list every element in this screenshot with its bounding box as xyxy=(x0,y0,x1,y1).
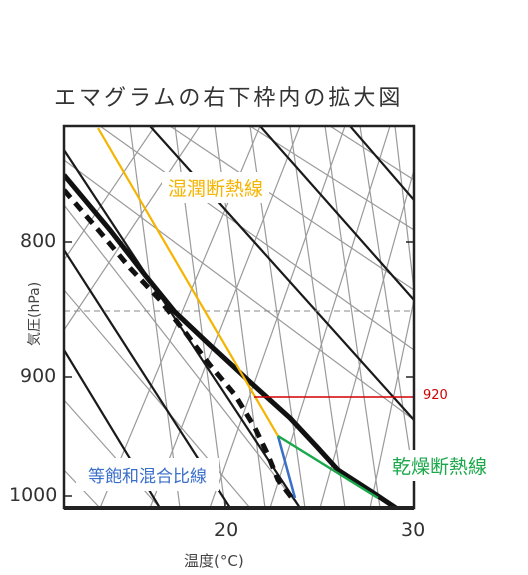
temperature-profile-curve xyxy=(64,173,401,508)
dry-adiabat-line xyxy=(277,434,379,500)
moist-adiabat-line xyxy=(97,127,279,437)
grid-line xyxy=(64,126,201,331)
grid-line xyxy=(289,126,346,508)
grid-line xyxy=(64,204,301,508)
y-axis-ticks xyxy=(64,241,414,497)
grid-line xyxy=(64,159,414,421)
reference-line xyxy=(349,126,414,201)
plot-area xyxy=(64,126,414,508)
moist-adiabat-label: 湿潤断熱線 xyxy=(162,172,270,203)
grid-line xyxy=(64,126,156,261)
reference-line xyxy=(259,126,414,301)
grid-line xyxy=(319,169,414,508)
reference-lines xyxy=(64,126,414,508)
x-axis-title: 温度(°C) xyxy=(184,552,244,570)
grid-line xyxy=(149,126,301,508)
reference-line xyxy=(149,126,414,421)
mixing-ratio-line xyxy=(276,435,297,499)
x-axis-ticks xyxy=(224,500,415,508)
x-tick-label: 20 xyxy=(214,519,239,541)
grid-line xyxy=(129,126,181,508)
dry-adiabat-label: 乾燥断熱線 xyxy=(390,450,490,481)
grid-line xyxy=(359,126,414,481)
grid-line xyxy=(209,126,346,508)
y-axis-title: 気圧(hPa) xyxy=(27,281,43,346)
grid-line xyxy=(324,126,381,508)
grid-line xyxy=(369,299,414,508)
grid-line xyxy=(99,126,414,351)
grid-line xyxy=(394,126,414,291)
reference-line xyxy=(64,149,301,508)
x-tick-label: 30 xyxy=(401,519,426,541)
mixing-ratio-label: 等飽和混合比線 xyxy=(76,458,219,491)
grid-line xyxy=(169,126,414,291)
y-tick-label: 1000 xyxy=(9,484,58,506)
dewpoint-profile-curve xyxy=(64,188,294,500)
grid-line xyxy=(64,289,251,508)
y-tick-label: 800 xyxy=(20,230,57,252)
y-tick-label: 900 xyxy=(20,365,57,387)
diagram-title: エマグラムの右下枠内の拡大図 xyxy=(54,86,404,111)
background-grid xyxy=(64,126,414,508)
grid-line xyxy=(64,399,161,508)
level-920-label: 920 xyxy=(423,388,448,403)
